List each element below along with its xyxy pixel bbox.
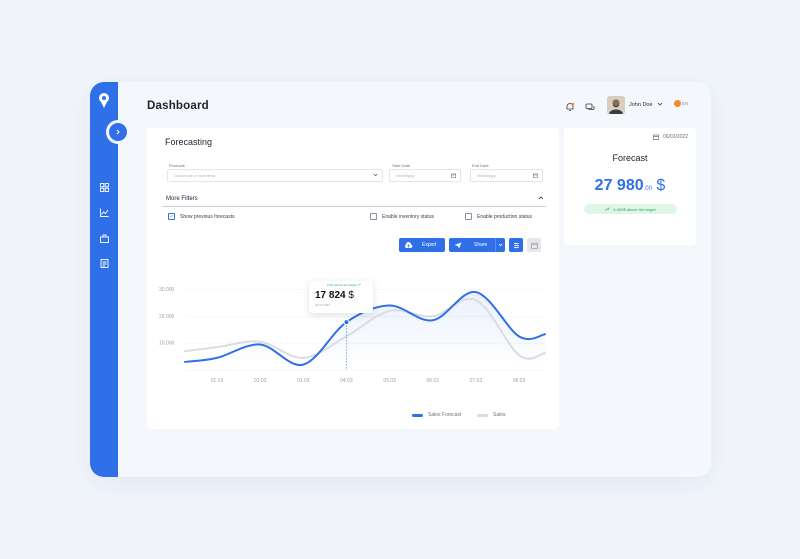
legend-swatch — [477, 413, 488, 417]
checkbox-inventory-status[interactable]: Enable inventory status — [370, 213, 434, 220]
x-tick-label: 04.03 — [340, 378, 353, 384]
x-tick-label: 08.03 — [513, 378, 526, 384]
status-badge: 4.000$ above the target — [584, 204, 677, 214]
avatar — [607, 96, 625, 114]
divider — [162, 206, 546, 207]
forecast-value-decimal: .00 — [643, 186, 652, 192]
chevron-up-icon[interactable] — [538, 196, 544, 202]
user-name: John Doe — [629, 102, 653, 108]
share-button[interactable]: Share — [449, 238, 505, 252]
sidebar — [90, 82, 118, 477]
legend-label: Sales — [493, 412, 506, 418]
products-label: Products — [169, 163, 185, 168]
more-filters-label[interactable]: More Filters — [166, 196, 198, 202]
start-date-label: Start Date — [392, 163, 411, 168]
forecast-title: Forecast — [612, 153, 648, 163]
checkbox-label: Enable inventory status — [382, 213, 434, 220]
cloud-upload-icon — [404, 241, 413, 248]
calendar-icon — [451, 173, 456, 180]
export-button[interactable]: Export — [399, 238, 445, 252]
badge-text: 4.000$ above the target — [613, 206, 656, 212]
page-title: Dashboard — [147, 100, 209, 112]
y-tick-label: 10.000 — [159, 341, 175, 347]
calendar-icon — [533, 173, 538, 180]
bell-icon[interactable] — [565, 99, 577, 111]
forecast-chart: 10.000 20.000 30.000 01.03 02.03 03.03 04.03 05… — [159, 287, 546, 384]
x-tick-label: 02.03 — [254, 378, 267, 384]
start-date-field[interactable]: mm/dd/yyyy — [389, 169, 461, 182]
share-label: Share — [474, 242, 488, 248]
chevron-down-icon — [657, 102, 663, 108]
start-date-placeholder: mm/dd/yyyy — [396, 173, 415, 178]
legend-swatch — [412, 413, 423, 417]
messages-icon[interactable] — [585, 99, 597, 111]
tooltip-value: 17 824 $ — [315, 290, 354, 301]
y-tick-label: 30.000 — [159, 287, 175, 293]
app-window: Dashboard John Doe EN Forecasting Produc… — [90, 82, 711, 477]
share-dropdown-button[interactable] — [495, 238, 505, 252]
checkbox-unchecked-icon — [465, 213, 472, 220]
end-date-field[interactable]: mm/dd/yyyy — [470, 169, 543, 182]
chevron-down-icon — [498, 243, 503, 247]
chart-tooltip: 2.5% above the target 17 824 $ 04.03.202… — [309, 281, 373, 313]
inventory-icon[interactable] — [97, 231, 111, 245]
series-line-sales — [184, 297, 546, 360]
tooltip-note: 2.5% above the target — [327, 283, 362, 287]
card-title: Forecasting — [165, 137, 213, 147]
x-tick-label: 06.03 — [426, 378, 439, 384]
checkbox-label: Show previous forecasts — [180, 213, 235, 220]
tooltip-value-number: 17 824 — [315, 290, 346, 301]
chevron-down-icon — [373, 173, 378, 179]
filter-button[interactable] — [509, 238, 523, 252]
tooltip-note-text: 2.5% above the target — [327, 283, 357, 287]
language-label: EN — [682, 101, 689, 106]
highlight-point — [343, 319, 350, 326]
logo-icon[interactable] — [96, 92, 112, 110]
dashboard-icon[interactable] — [97, 180, 111, 194]
checkbox-production-status[interactable]: Enable production status — [465, 213, 532, 220]
forecast-value: 27 980.00 $ — [564, 177, 696, 195]
chart-icon[interactable] — [97, 205, 111, 219]
language-selector[interactable]: EN — [674, 100, 688, 107]
forecast-value-int: 27 980 — [594, 177, 644, 194]
legend-label: Sales Forecast — [428, 412, 462, 418]
user-menu[interactable]: John Doe — [607, 96, 663, 114]
checkbox-label: Enable production status — [477, 213, 533, 220]
products-placeholder: Choose one or more items — [174, 173, 216, 178]
tooltip-date: 04.03.2022 — [315, 303, 331, 307]
flag-icon — [674, 100, 681, 107]
calendar-button[interactable] — [527, 238, 541, 252]
checkbox-unchecked-icon — [370, 213, 377, 220]
legend-sales-forecast[interactable]: Sales Forecast — [412, 412, 461, 418]
trend-up-icon — [605, 207, 611, 211]
sidebar-toggle-button[interactable] — [106, 120, 130, 144]
x-tick-label: 01.03 — [211, 378, 224, 384]
tooltip-currency: $ — [348, 290, 354, 301]
export-label: Export — [422, 242, 437, 248]
end-date-label: End Date — [472, 163, 489, 168]
legend-sales[interactable]: Sales — [477, 412, 506, 418]
forecast-currency: $ — [656, 177, 666, 194]
forecast-date-text: 06/03/2022 — [662, 134, 688, 140]
forecast-summary-card: 06/03/2022 Forecast 27 980.00 $ 4.000$ a… — [564, 128, 696, 245]
y-tick-label: 20.000 — [159, 314, 175, 320]
forecast-date[interactable]: 06/03/2022 — [653, 134, 688, 140]
x-tick-label: 03.03 — [297, 378, 310, 384]
calendar-icon — [530, 242, 538, 249]
x-tick-label: 05.03 — [383, 378, 396, 384]
end-date-placeholder: mm/dd/yyyy — [477, 173, 496, 178]
reports-icon[interactable] — [97, 256, 111, 270]
send-icon — [454, 242, 462, 248]
forecast-area — [185, 291, 545, 370]
forecasting-card: Forecasting Products Choose one or more … — [147, 128, 559, 429]
checkbox-show-previous[interactable]: ✓ Show previous forecasts — [168, 213, 234, 220]
products-select[interactable]: Choose one or more items — [167, 169, 383, 182]
checkbox-checked-icon: ✓ — [168, 213, 175, 220]
calendar-icon — [653, 134, 659, 140]
x-tick-label: 07.03 — [470, 378, 483, 384]
trend-up-icon — [357, 283, 362, 286]
filter-icon — [513, 242, 519, 248]
chevron-right-icon — [116, 129, 120, 135]
